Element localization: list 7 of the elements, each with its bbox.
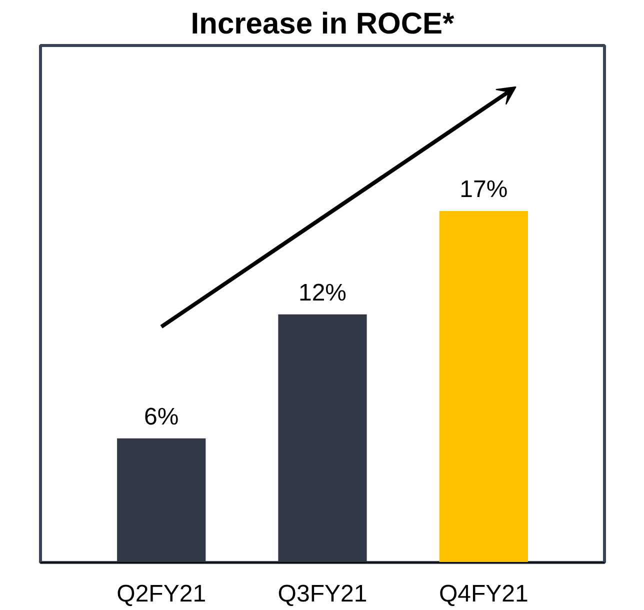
x-tick-label: Q4FY21 <box>438 580 528 608</box>
chart-title: Increase in ROCE* <box>190 8 455 40</box>
x-tick-label: Q2FY21 <box>116 580 206 608</box>
x-tick-label: Q3FY21 <box>278 580 368 608</box>
data-label: 12% <box>298 279 347 306</box>
data-label: 17% <box>460 176 508 203</box>
data-label: 6% <box>144 403 179 430</box>
